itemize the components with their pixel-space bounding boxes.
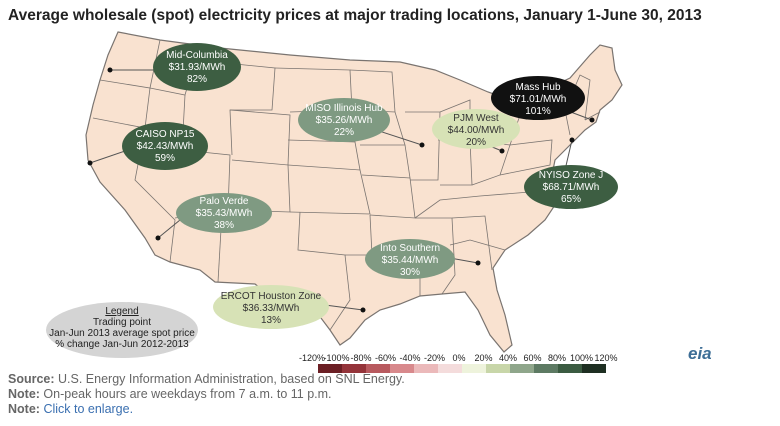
scale-tick-label: 80%: [548, 353, 566, 363]
svg-text:65%: 65%: [561, 194, 581, 205]
note-enlarge-line: Note: Click to enlarge.: [8, 402, 134, 416]
scale-swatch: [438, 364, 462, 373]
scale-tick-label: -20%: [424, 353, 445, 363]
scale-tick-label: 100%: [570, 353, 593, 363]
scale-swatch: [558, 364, 582, 373]
scale-swatch: [582, 364, 606, 373]
svg-text:101%: 101%: [525, 106, 551, 117]
svg-text:$36.33/MWh: $36.33/MWh: [243, 303, 300, 314]
note-line: Note: On-peak hours are weekdays from 7 …: [8, 387, 332, 401]
svg-text:22%: 22%: [334, 127, 354, 138]
scale-swatch: [486, 364, 510, 373]
source-line: Source: U.S. Energy Information Administ…: [8, 372, 405, 386]
trading-point[interactable]: [360, 307, 366, 313]
scale-swatch: [318, 364, 342, 373]
hub-bubble-nyiso-zone-j[interactable]: NYISO Zone J $68.71/MWh 65%: [524, 165, 618, 209]
trading-point[interactable]: [87, 160, 93, 166]
scale-tick-label: -40%: [399, 353, 420, 363]
svg-text:30%: 30%: [400, 267, 420, 278]
hub-bubble-mid-columbia[interactable]: Mid-Columbia $31.93/MWh 82%: [153, 43, 241, 91]
trading-point[interactable]: [589, 117, 595, 123]
trading-point[interactable]: [155, 235, 161, 241]
hub-bubble-mass-hub[interactable]: Mass Hub $71.01/MWh 101%: [491, 76, 585, 120]
eia-logo[interactable]: eia: [688, 344, 712, 363]
trading-point[interactable]: [499, 148, 505, 154]
scale-tick-label: -120%: [299, 353, 325, 363]
svg-text:Mid-Columbia: Mid-Columbia: [166, 50, 228, 61]
legend-bubble: Legend Trading point Jan-Jun 2013 averag…: [46, 302, 198, 358]
scale-swatch: [342, 364, 366, 373]
svg-text:$71.01/MWh: $71.01/MWh: [510, 94, 567, 105]
scale-tick-label: 40%: [499, 353, 517, 363]
svg-text:Mass Hub: Mass Hub: [515, 82, 560, 93]
legend-line: Trading point: [93, 317, 151, 328]
hub-bubble-into-southern[interactable]: Into Southern $35.44/MWh 30%: [365, 239, 455, 279]
svg-text:$44.00/MWh: $44.00/MWh: [448, 125, 505, 136]
trading-point[interactable]: [569, 137, 575, 143]
svg-text:$31.93/MWh: $31.93/MWh: [169, 62, 226, 73]
scale-tick-label: -80%: [350, 353, 371, 363]
legend-heading: Legend: [105, 306, 138, 317]
scale-swatch: [366, 364, 390, 373]
svg-text:Palo Verde: Palo Verde: [200, 196, 249, 207]
enlarge-link[interactable]: Click to enlarge.: [43, 402, 134, 416]
svg-text:$35.43/MWh: $35.43/MWh: [196, 208, 253, 219]
svg-text:MISO Illinois Hub: MISO Illinois Hub: [305, 103, 383, 114]
svg-text:13%: 13%: [261, 315, 281, 326]
scale-tick-label: 0%: [452, 353, 465, 363]
scale-tick-label: -100%: [323, 353, 349, 363]
svg-text:CAISO NP15: CAISO NP15: [136, 129, 195, 140]
hub-bubble-palo-verde[interactable]: Palo Verde $35.43/MWh 38%: [176, 193, 272, 233]
trading-point[interactable]: [475, 260, 481, 266]
scale-tick-label: 60%: [523, 353, 541, 363]
trading-points: [87, 67, 595, 313]
svg-text:$42.43/MWh: $42.43/MWh: [137, 141, 194, 152]
svg-text:PJM West: PJM West: [453, 113, 499, 124]
scale-swatch: [534, 364, 558, 373]
scale-swatch: [390, 364, 414, 373]
scale-tick-label: 20%: [474, 353, 492, 363]
svg-text:20%: 20%: [466, 137, 486, 148]
legend-line: Jan-Jun 2013 average spot price: [49, 328, 195, 339]
scale-swatch: [510, 364, 534, 373]
svg-text:ERCOT Houston Zone: ERCOT Houston Zone: [221, 291, 322, 302]
svg-text:$35.26/MWh: $35.26/MWh: [316, 115, 373, 126]
hub-bubble-miso-illinois[interactable]: MISO Illinois Hub $35.26/MWh 22%: [298, 98, 390, 142]
hub-bubble-ercot-houston[interactable]: ERCOT Houston Zone $36.33/MWh 13%: [213, 285, 329, 329]
hub-bubble-caiso-np15[interactable]: CAISO NP15 $42.43/MWh 59%: [122, 122, 208, 170]
scale-swatch: [462, 364, 486, 373]
svg-text:$68.71/MWh: $68.71/MWh: [543, 182, 600, 193]
hub-bubble-pjm-west[interactable]: PJM West $44.00/MWh 20%: [432, 109, 520, 149]
legend-line: % change Jan-Jun 2012-2013: [55, 339, 189, 350]
svg-text:Into Southern: Into Southern: [380, 243, 440, 254]
trading-point[interactable]: [419, 142, 425, 148]
svg-text:59%: 59%: [155, 153, 175, 164]
scale-swatch: [414, 364, 438, 373]
svg-text:$35.44/MWh: $35.44/MWh: [382, 255, 439, 266]
trading-point[interactable]: [107, 67, 113, 73]
color-scale: -120%-100% -80% -60% -40% -20% 0% 20% 40% 60% 80%…: [299, 353, 618, 373]
svg-text:NYISO Zone J: NYISO Zone J: [539, 170, 603, 181]
scale-tick-label: 120%: [594, 353, 617, 363]
scale-tick-label: -60%: [375, 353, 396, 363]
chart-title: Average wholesale (spot) electricity pri…: [8, 7, 702, 24]
svg-text:82%: 82%: [187, 74, 207, 85]
svg-text:38%: 38%: [214, 220, 234, 231]
